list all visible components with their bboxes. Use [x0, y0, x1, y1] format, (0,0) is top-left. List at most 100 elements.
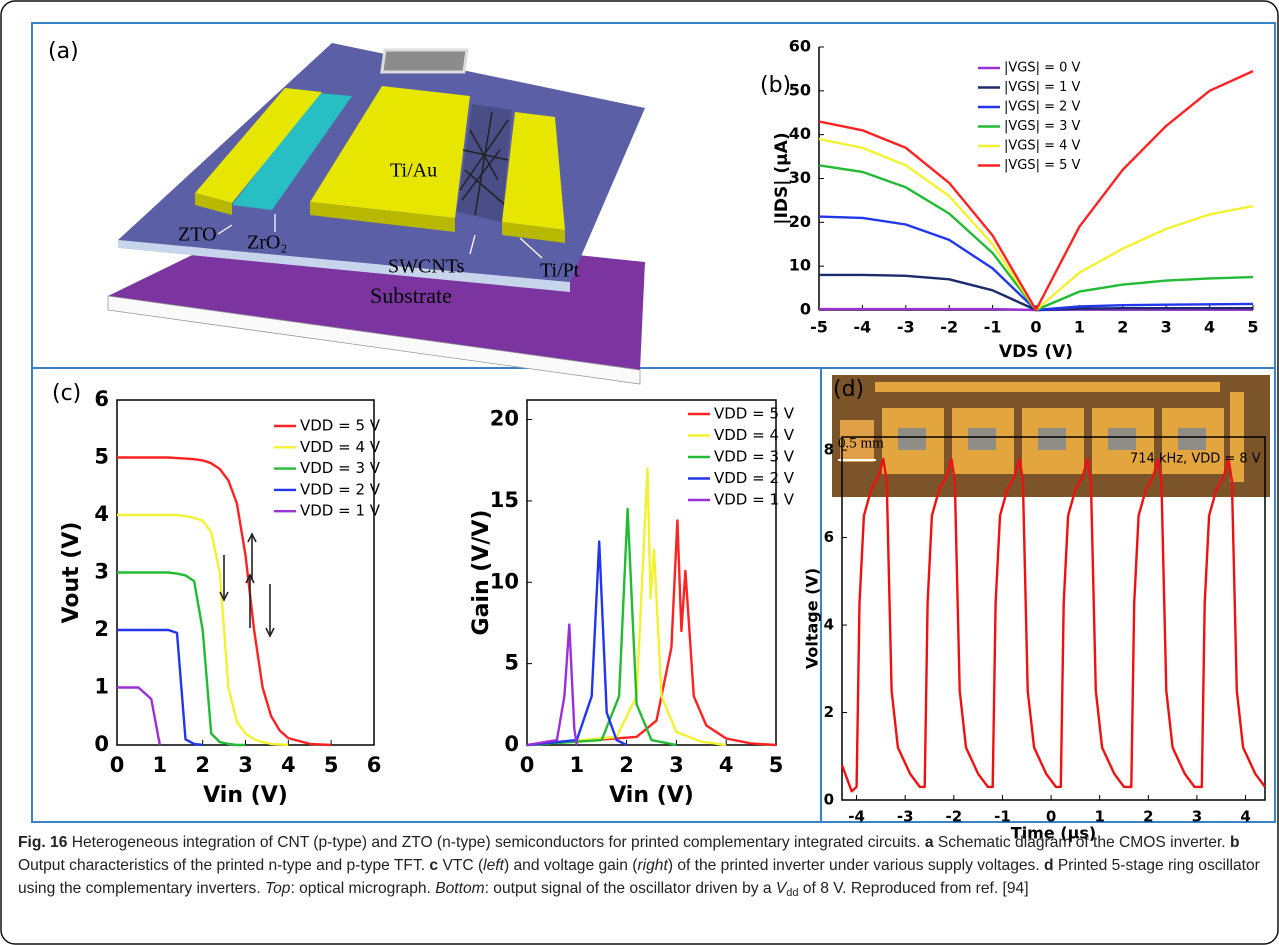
y-tick-label: 4: [94, 502, 109, 526]
x-tick-label: -4: [854, 318, 872, 337]
x-tick-label: 0: [1030, 318, 1041, 337]
schematic-label: ZrO₂: [247, 232, 287, 254]
y-axis-label: Vout (V): [59, 522, 84, 624]
y-tick-label: 20: [789, 212, 811, 231]
x-tick-label: 2: [1143, 808, 1153, 826]
pad: [382, 50, 467, 72]
caption-segment: left: [483, 857, 504, 874]
x-tick-label: 3: [238, 753, 253, 777]
legend-label: VDD = 1 V: [300, 502, 381, 520]
legend-label: VDD = 3 V: [714, 448, 795, 466]
trace: [875, 382, 1220, 392]
legend-label: |VGS| = 5 V: [1004, 158, 1081, 173]
schematic-label: Ti/Pt: [540, 260, 580, 282]
y-tick-label: 0: [800, 300, 811, 319]
legend-label: VDD = 5 V: [300, 417, 381, 435]
y-tick-label: 5: [94, 445, 109, 469]
y-tick-label: 40: [789, 124, 811, 143]
figure: (a)(b)(c)(d)ZTOZrO₂Ti/AuSWCNTsTi/PtSubst…: [0, 0, 1279, 945]
x-tick-label: 4: [1240, 808, 1250, 826]
legend-label: VDD = 3 V: [300, 459, 381, 477]
scale-bar-label: 0.5 mm: [838, 435, 884, 451]
legend-label: VDD = 1 V: [714, 491, 795, 509]
x-axis-label: VDS (V): [999, 342, 1073, 362]
x-tick-label: 2: [619, 753, 634, 777]
data-line: [117, 688, 160, 746]
caption-segment: ) of the printed inverter under various …: [668, 857, 1044, 874]
legend-label: |VGS| = 1 V: [1004, 80, 1081, 95]
data-line: [842, 459, 1265, 791]
x-tick-label: 5: [769, 753, 784, 777]
legend-label: VDD = 2 V: [300, 480, 381, 498]
x-tick-label: -1: [994, 808, 1011, 826]
caption-segment: Heterogeneous integration of CNT (p-type…: [67, 834, 924, 851]
caption: Fig. 16 Heterogeneous integration of CNT…: [18, 831, 1263, 905]
y-tick-label: 50: [789, 80, 811, 99]
y-tick-label: 1: [94, 675, 109, 699]
caption-segment: VTC (: [438, 857, 483, 874]
data-line: [527, 520, 776, 745]
y-tick-label: 60: [789, 37, 811, 56]
legend-label: |VGS| = 2 V: [1004, 100, 1081, 115]
data-line: [819, 165, 1253, 310]
x-tick-label: 1: [1074, 318, 1085, 337]
caption-segment: : optical micrograph.: [290, 880, 435, 897]
panel-label: (d): [833, 377, 864, 402]
x-tick-label: 1: [569, 753, 584, 777]
caption-segment: : output signal of the oscillator driven…: [485, 880, 776, 897]
x-tick-label: -5: [810, 318, 828, 337]
x-tick-label: 6: [367, 753, 382, 777]
legend-label: VDD = 4 V: [714, 426, 795, 444]
legend-label: |VGS| = 3 V: [1004, 119, 1081, 134]
schematic: [108, 43, 645, 384]
y-tick-label: 30: [789, 168, 811, 187]
caption-segment: Bottom: [435, 880, 484, 897]
caption-segment: d: [1044, 857, 1054, 874]
y-axis-label: Voltage (V): [803, 568, 822, 669]
chart: 01234505101520Vin (V)Gain (V/V)VDD = 5 V…: [469, 400, 795, 808]
x-tick-label: -3: [897, 318, 915, 337]
y-tick-label: 0: [94, 732, 109, 756]
x-tick-label: -1: [984, 318, 1002, 337]
y-tick-label: 3: [94, 560, 109, 584]
x-tick-label: 5: [1247, 318, 1258, 337]
y-axis-label: Gain (V/V): [469, 510, 494, 636]
channel: [1038, 428, 1066, 450]
x-tick-label: 0: [520, 753, 535, 777]
x-axis-label: Vin (V): [203, 783, 288, 808]
x-tick-label: -3: [897, 808, 914, 826]
annotation: 714 kHz, VDD = 8 V: [1130, 452, 1261, 467]
y-tick-label: 2: [94, 617, 109, 641]
caption-segment: V: [776, 880, 786, 897]
x-tick-label: -2: [945, 808, 962, 826]
x-tick-label: 3: [669, 753, 684, 777]
legend-label: |VGS| = 0 V: [1004, 61, 1081, 76]
caption-segment: Top: [265, 880, 290, 897]
y-tick-label: 15: [490, 488, 519, 512]
schematic-label: SWCNTs: [388, 256, 465, 278]
x-tick-label: 5: [324, 753, 339, 777]
x-tick-label: 3: [1161, 318, 1172, 337]
channel: [968, 428, 996, 450]
x-tick-label: 4: [1204, 318, 1215, 337]
y-tick-label: 0: [504, 732, 519, 756]
legend-label: VDD = 5 V: [714, 405, 795, 423]
caption-segment: ) and voltage gain (: [504, 857, 638, 874]
x-tick-label: 1: [153, 753, 168, 777]
x-tick-label: 2: [1117, 318, 1128, 337]
caption-segment: a: [925, 834, 934, 851]
y-tick-label: 8: [824, 441, 834, 459]
caption-segment: right: [637, 857, 667, 874]
y-tick-label: 4: [824, 616, 834, 634]
x-tick-label: 4: [281, 753, 296, 777]
x-tick-label: 0: [110, 753, 125, 777]
y-tick-label: 6: [824, 528, 834, 546]
y-tick-label: 10: [490, 569, 519, 593]
caption-segment: Output characteristics of the printed n-…: [18, 857, 429, 874]
schematic-label: Substrate: [370, 283, 452, 308]
data-line: [819, 217, 1253, 310]
legend-label: VDD = 4 V: [300, 438, 381, 456]
panel-label: (c): [52, 381, 81, 406]
legend-label: VDD = 2 V: [714, 469, 795, 487]
